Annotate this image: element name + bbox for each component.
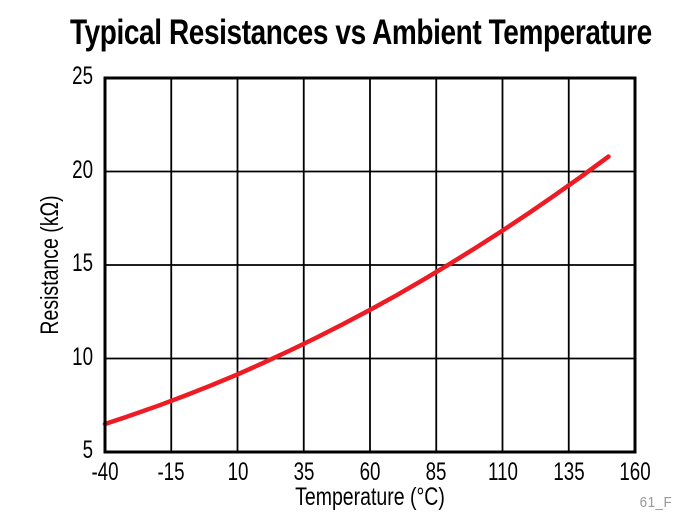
y-tick-label: 10 [72,342,93,371]
x-tick-label: 160 [619,458,651,486]
x-tick-label: 10 [227,458,248,486]
x-tick-label: 85 [425,458,447,486]
chart-title: Typical Resistances vs Ambient Temperatu… [70,13,652,52]
x-tick-label: -15 [157,458,185,486]
figure-number-label: 61_F [639,494,672,511]
x-tick-label: 35 [293,458,315,486]
x-axis-label: Temperature (°C) [295,483,445,511]
y-axis-label: Resistance (kΩ) [36,195,64,335]
x-tick-label: 135 [553,458,585,486]
x-tick-label: 60 [359,458,381,486]
y-tick-label: 15 [72,249,93,277]
x-tick-label: -40 [91,458,119,486]
y-tick-label: 5 [82,436,93,464]
x-tick-label: 110 [487,458,518,486]
plot-area [102,76,637,454]
plot-border [103,76,637,454]
data-curve-typical-resistance [102,154,611,427]
y-tick-label: 20 [72,155,93,184]
y-tick-label: 25 [72,62,93,90]
